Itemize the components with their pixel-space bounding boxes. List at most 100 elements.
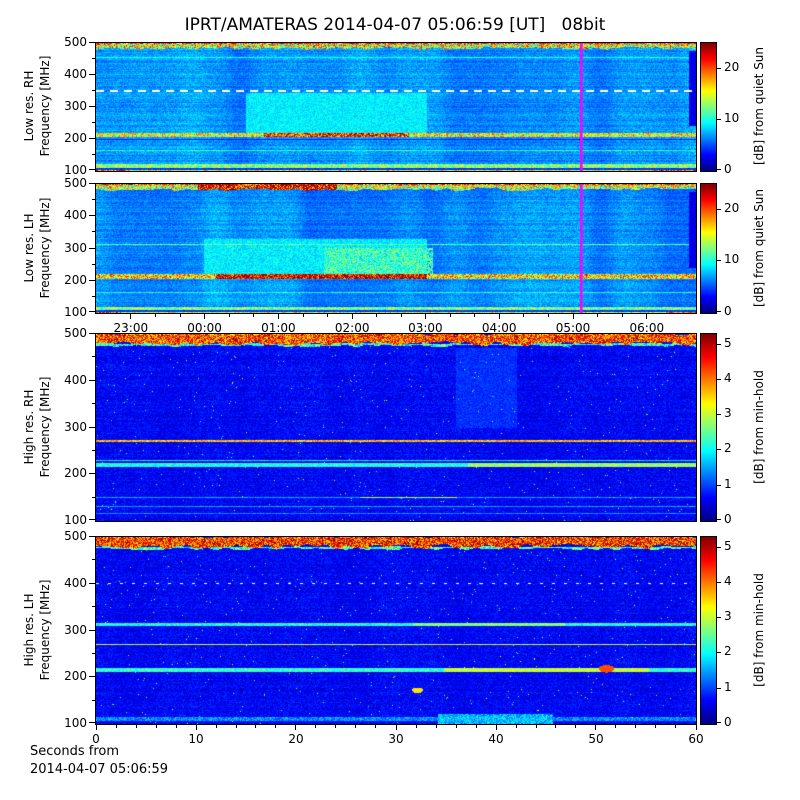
- y-minor-tick: [92, 122, 95, 123]
- x-tick: [646, 314, 648, 319]
- y-tick: [89, 169, 95, 170]
- y-tick-label: 200: [64, 131, 87, 145]
- panel-high-res-lh: High res. LH Frequency [MHz] [dB] from mi…: [22, 529, 800, 746]
- colorbar-high-res-rh: [700, 333, 717, 522]
- x-tick-label: 20: [288, 732, 304, 746]
- x-tick-label: 06:00: [629, 321, 665, 335]
- x-minor-tick: [449, 314, 451, 317]
- y-tick-label: 200: [64, 466, 87, 481]
- y-minor-tick: [92, 450, 95, 451]
- y-tick: [89, 722, 95, 723]
- y-tick: [89, 676, 95, 677]
- x-tick: [572, 314, 574, 319]
- y-tick-label: 300: [64, 419, 87, 434]
- x-minor-tick: [400, 314, 402, 317]
- x-tick-label: 00:00: [187, 321, 222, 335]
- y-minor-tick: [92, 199, 95, 200]
- colorbar-tick-label: 0: [724, 512, 732, 526]
- y-tick: [89, 280, 95, 281]
- y-tick: [89, 333, 95, 334]
- y-tick-label: 100: [64, 163, 87, 177]
- colorbar-label: [dB] from quiet Sun: [752, 46, 766, 166]
- colorbar-tick-label: 20: [724, 59, 740, 74]
- x-minor-tick: [575, 725, 577, 728]
- colorbar-tick: [717, 582, 721, 583]
- y-minor-tick: [92, 356, 95, 357]
- x-tick: [95, 725, 97, 730]
- x-minor-tick: [515, 725, 517, 728]
- x-tick-label: 40: [488, 732, 504, 746]
- y-minor-tick: [92, 700, 95, 701]
- y-tick: [89, 311, 95, 312]
- y-tick: [89, 183, 95, 184]
- colorbar-high-res-lh: [700, 536, 717, 725]
- x-minor-tick: [435, 725, 437, 728]
- x-minor-tick: [547, 314, 549, 317]
- x-minor-tick: [597, 314, 599, 317]
- colorbar-tick: [717, 722, 721, 723]
- y-tick: [89, 519, 95, 520]
- x-tick: [195, 725, 197, 730]
- x-minor-tick: [475, 725, 477, 728]
- colorbar-tick: [717, 519, 721, 520]
- y-tick-label: 500: [64, 326, 87, 340]
- x-minor-tick: [635, 725, 637, 728]
- spectrogram-canvas-low-res-rh: [95, 42, 697, 172]
- x-tick-label: 04:00: [481, 321, 517, 335]
- colorbar-tick: [717, 414, 721, 415]
- x-tick: [498, 314, 500, 319]
- y-minor-tick: [92, 403, 95, 404]
- x-tick-label: 30: [388, 732, 404, 746]
- y-tick-label: 100: [64, 513, 87, 527]
- y-tick: [89, 630, 95, 631]
- x-tick-label: 0: [92, 732, 100, 746]
- y-tick-label: 500: [64, 529, 87, 543]
- x-minor-tick: [335, 725, 337, 728]
- y-tick: [89, 473, 95, 474]
- y-tick-label: 300: [64, 622, 87, 637]
- y-tick-label: 500: [64, 35, 87, 49]
- y-minor-tick: [92, 497, 95, 498]
- y-minor-tick: [92, 264, 95, 265]
- x-tick-label: 02:00: [334, 321, 370, 335]
- x-tick-label: 60: [688, 732, 704, 746]
- y-tick-label: 400: [64, 208, 87, 223]
- y-tick: [89, 248, 95, 249]
- ylabel-line1: High res. LH: [21, 592, 36, 667]
- colorbar-tick: [717, 68, 721, 69]
- x-tick: [595, 725, 597, 730]
- x-minor-tick: [655, 725, 657, 728]
- x-minor-tick: [555, 725, 557, 728]
- spectrogram-canvas-high-res-rh: [95, 333, 697, 522]
- x-minor-tick: [415, 725, 417, 728]
- y-minor-tick: [92, 559, 95, 560]
- x-tick: [130, 314, 132, 319]
- y-tick-label: 300: [64, 99, 87, 113]
- colorbar-tick: [717, 379, 721, 380]
- y-tick: [89, 215, 95, 216]
- panel-low-res-rh: Low res. RH Frequency [MHz] [dB] from qui…: [22, 35, 800, 177]
- colorbar-tick: [717, 652, 721, 653]
- x-tick-label: 05:00: [555, 321, 591, 335]
- x-tick: [277, 314, 279, 319]
- ylabel-line1: Low res. RH: [21, 70, 36, 142]
- x-tick-label: 10: [188, 732, 204, 746]
- x-tick-label: 01:00: [261, 321, 296, 335]
- colorbar-tick-label: 0: [724, 304, 732, 318]
- x-minor-tick: [179, 314, 181, 317]
- colorbar-low-res-rh: [700, 42, 717, 172]
- x-minor-tick: [115, 725, 117, 728]
- y-minor-tick: [92, 231, 95, 232]
- y-tick-label: 100: [64, 305, 87, 319]
- spectrogram-canvas-high-res-lh: [95, 536, 697, 725]
- colorbar-low-res-lh: [700, 183, 717, 314]
- y-minor-tick: [92, 154, 95, 155]
- colorbar-tick: [717, 119, 721, 120]
- x-minor-tick: [255, 725, 257, 728]
- x-axis-caption-line1: Seconds from: [30, 744, 120, 759]
- y-tick-label: 200: [64, 272, 87, 287]
- ylabel-line1: Low res. LH: [21, 212, 36, 283]
- y-minor-tick: [92, 653, 95, 654]
- colorbar-label: [dB] from quiet Sun: [752, 188, 766, 307]
- y-tick-label: 400: [64, 372, 87, 387]
